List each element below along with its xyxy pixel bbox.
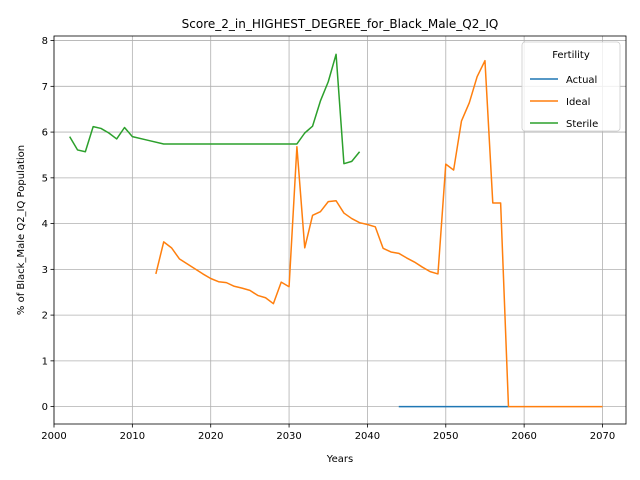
x-tick-label: 2010 bbox=[120, 431, 145, 442]
x-tick-label: 2060 bbox=[511, 431, 536, 442]
y-tick-label: 6 bbox=[42, 128, 48, 139]
chart-title: Score_2_in_HIGHEST_DEGREE_for_Black_Male… bbox=[182, 17, 499, 31]
y-tick-label: 0 bbox=[42, 402, 48, 413]
y-tick-label: 3 bbox=[42, 265, 48, 276]
legend-label-sterile: Sterile bbox=[566, 119, 598, 130]
x-tick-label: 2020 bbox=[198, 431, 223, 442]
y-tick-label: 2 bbox=[42, 311, 48, 322]
series-line-ideal bbox=[155, 59, 603, 408]
x-tick-label: 2070 bbox=[590, 431, 615, 442]
series-line-sterile bbox=[69, 53, 361, 165]
plot-area-frame bbox=[53, 35, 627, 425]
y-tick-label: 5 bbox=[42, 173, 48, 184]
x-tick-label: 2050 bbox=[433, 431, 458, 442]
x-tick-label: 2040 bbox=[355, 431, 380, 442]
legend-label-ideal: Ideal bbox=[566, 97, 590, 108]
legend-label-actual: Actual bbox=[566, 75, 597, 86]
x-axis-label: Years bbox=[326, 454, 353, 465]
y-axis-label: % of Black_Male Q2_IQ Population bbox=[16, 145, 27, 315]
y-tick-label: 8 bbox=[42, 36, 48, 47]
legend-items: Actual Ideal Sterile bbox=[530, 75, 598, 130]
x-tick-label: 2030 bbox=[276, 431, 301, 442]
grid-lines bbox=[53, 36, 626, 424]
series-lines bbox=[69, 53, 603, 408]
axis-ticks: 2000 2010 2020 2030 2040 2050 2060 2070 0 1 2 3 4 5 6 7… bbox=[41, 36, 615, 442]
y-tick-label: 4 bbox=[42, 219, 48, 230]
y-tick-label: 1 bbox=[42, 356, 48, 367]
x-tick-label: 2000 bbox=[41, 431, 66, 442]
y-tick-label: 7 bbox=[42, 82, 48, 93]
legend-title: Fertility bbox=[552, 50, 590, 61]
legend-box bbox=[521, 41, 621, 132]
legend: Fertility Actual Ideal Sterile bbox=[521, 41, 621, 132]
